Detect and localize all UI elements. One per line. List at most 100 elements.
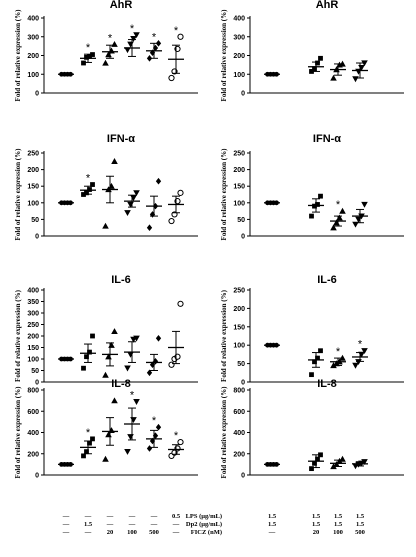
y-axis-label: Fold of relative expression (%): [14, 386, 22, 479]
data-point: [177, 438, 184, 446]
condition-value: 1.5: [334, 521, 343, 528]
y-tick-label: 400: [233, 16, 245, 23]
y-tick-label: 100: [27, 357, 39, 364]
data-point: [312, 66, 317, 72]
y-tick-label: 100: [233, 343, 245, 350]
y-tick-label: 200: [27, 451, 39, 458]
data-point: [177, 189, 184, 196]
y-tick-label: 100: [233, 200, 245, 207]
data-point: [84, 449, 89, 455]
data-point: [339, 354, 346, 361]
significance-star: *: [108, 32, 113, 44]
panel-title: IL-6: [317, 274, 337, 286]
y-tick-label: 100: [27, 72, 39, 79]
condition-value: —: [62, 513, 70, 520]
data-point: [124, 365, 131, 372]
data-point: [330, 224, 337, 231]
condition-value: 1.5: [268, 513, 277, 520]
y-tick-label: 200: [27, 53, 39, 60]
data-point: [330, 74, 337, 81]
series-group: [308, 55, 324, 74]
data-point: [352, 362, 359, 369]
data-point: [177, 300, 184, 307]
data-point: [155, 335, 162, 342]
condition-value: —: [268, 529, 276, 536]
series-group: [58, 71, 74, 77]
data-point: [168, 361, 175, 368]
data-point: [146, 55, 153, 62]
data-point: [108, 427, 115, 434]
data-point: [315, 355, 320, 361]
condition-row-label: LPS (µg/mL): [186, 513, 222, 520]
series-group: [308, 452, 324, 472]
y-tick-label: 100: [27, 200, 39, 207]
data-point: [146, 445, 153, 452]
series-group: [264, 342, 280, 348]
data-point: [315, 456, 320, 462]
data-point: [133, 32, 140, 39]
panel-ahr-left: AhR 0 100 200 300 400 Fold of relative express…: [14, 0, 198, 101]
condition-value: —: [128, 521, 136, 528]
series-group: [58, 200, 74, 206]
data-point: [309, 372, 314, 378]
y-tick-label: 50: [237, 217, 245, 224]
data-point: [152, 358, 159, 365]
data-point: [108, 182, 115, 189]
data-point: [312, 359, 317, 365]
series-group: [264, 200, 280, 206]
series-group: [58, 461, 74, 467]
condition-value: 1.5: [356, 513, 365, 520]
data-point: [361, 201, 368, 208]
condition-value: —: [172, 529, 180, 536]
y-tick-label: 800: [233, 388, 245, 395]
data-point: [130, 195, 137, 202]
data-point: [177, 33, 184, 40]
panel-il-8-right: IL-8 0 200 400 600 800 Fold of relative expres…: [220, 378, 404, 480]
y-tick-label: 400: [233, 430, 245, 437]
condition-value: 1.5: [312, 513, 321, 520]
significance-star: *: [174, 25, 179, 37]
y-tick-label: 0: [241, 473, 245, 480]
y-tick-label: 800: [27, 388, 39, 395]
y-axis-label: Fold of relative expression (%): [220, 148, 228, 241]
significance-star: *: [336, 346, 341, 358]
condition-value: —: [150, 521, 158, 528]
series-group: *: [330, 346, 346, 369]
series-group: *: [102, 32, 118, 66]
data-point: [124, 448, 131, 455]
condition-value: —: [62, 521, 70, 528]
y-tick-label: 150: [27, 345, 39, 352]
y-tick-label: 50: [237, 361, 245, 368]
panel-title: IFN-α: [313, 133, 341, 145]
panel-title: IL-6: [111, 274, 131, 286]
series-group: *: [124, 390, 140, 455]
y-tick-label: 0: [241, 234, 245, 241]
data-point: [102, 59, 109, 66]
series-group: *: [80, 173, 96, 197]
data-point: [146, 369, 153, 377]
data-point: [108, 47, 115, 54]
significance-star: *: [130, 390, 135, 402]
y-tick-label: 50: [31, 217, 39, 224]
y-tick-label: 300: [27, 34, 39, 41]
data-point: [352, 221, 359, 228]
data-point: [87, 187, 92, 192]
condition-row-label: Dp2 (µg/mL): [186, 521, 222, 528]
data-point: [149, 361, 156, 369]
series-group: [124, 190, 140, 217]
series-group: [352, 60, 368, 83]
significance-star: *: [174, 430, 179, 442]
significance-star: *: [336, 199, 341, 211]
data-point: [124, 210, 131, 217]
condition-value: —: [62, 529, 70, 536]
significance-star: *: [86, 173, 91, 185]
data-point: [90, 333, 95, 339]
panel-title: AhR: [316, 0, 339, 11]
y-axis-label: Fold of relative expression (%): [220, 289, 228, 382]
panel-title: IFN-α: [107, 133, 135, 145]
condition-value: 500: [355, 529, 365, 536]
y-axis-label: Fold of relative expression (%): [220, 9, 228, 102]
panel-il-6-right: IL-6 0 50 100 150 200 250 Fold of relative expr…: [220, 274, 404, 387]
condition-value: 1.5: [356, 521, 365, 528]
